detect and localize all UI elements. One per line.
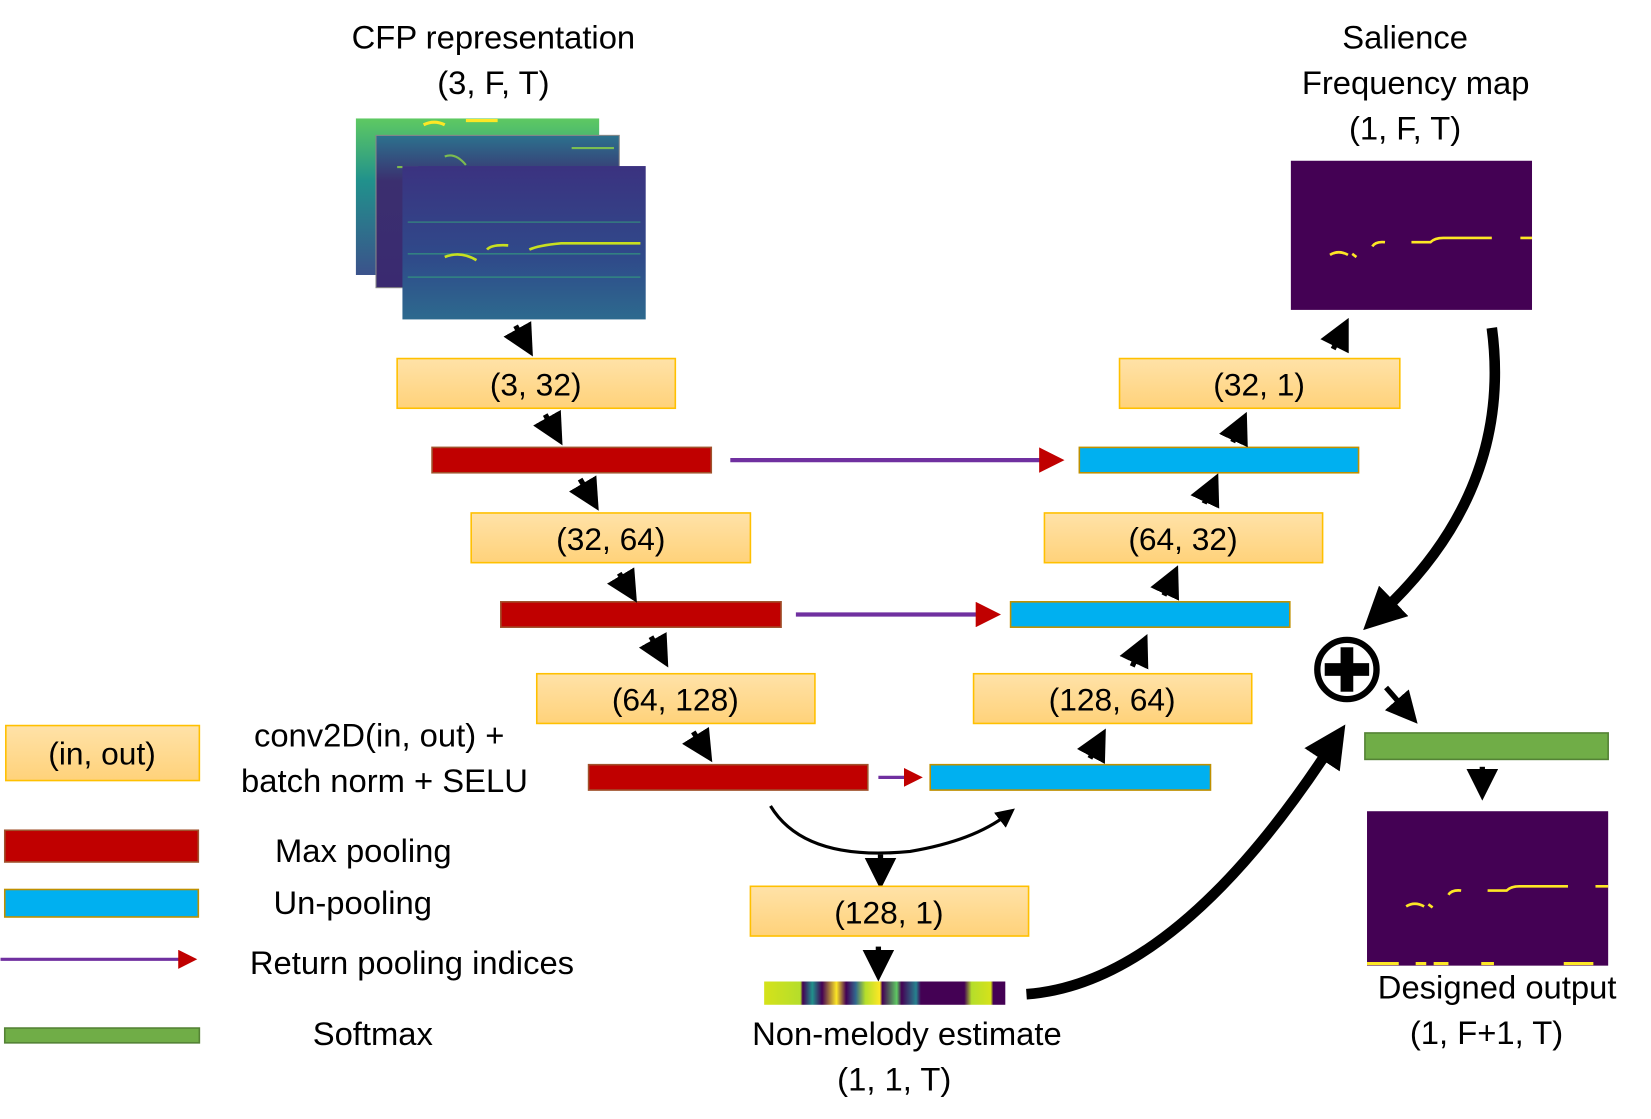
encoder-conv-3-label: (64, 128) (612, 682, 739, 718)
legend-conv-box-label: (in, out) (48, 736, 156, 772)
salience-title-line1: Salience (1342, 19, 1468, 56)
add-icon (1314, 636, 1380, 703)
legend-softmax-label: Softmax (313, 1015, 434, 1052)
decoder-conv-3: (32, 1) (1118, 357, 1401, 410)
encoder-maxpool-3 (587, 763, 869, 791)
legend-maxpool-label: Max pooling (275, 832, 452, 869)
legend-conv-line2: batch norm + SELU (241, 762, 528, 799)
encoder-conv-3: (64, 128) (535, 672, 816, 725)
softmax-layer (1364, 732, 1609, 761)
non-melody-label: Non-melody estimate (752, 1015, 1062, 1052)
encoder-maxpool-2 (500, 601, 782, 628)
designed-output-map (1367, 811, 1609, 966)
output-shape: (1, F+1, T) (1410, 1014, 1563, 1051)
output-label: Designed output (1378, 968, 1617, 1005)
encoder-conv-2: (32, 64) (470, 512, 752, 564)
legend-indices-label: Return pooling indices (250, 944, 574, 981)
decoder-unpool-3 (929, 763, 1212, 791)
decoder-unpool-1 (1078, 446, 1360, 474)
input-title: CFP representation (352, 19, 636, 56)
decoder-conv-1: (128, 64) (972, 672, 1253, 725)
cfp-spectrogram-stack (355, 118, 646, 320)
encoder-maxpool-1 (431, 446, 713, 474)
bottleneck-conv: (128, 1) (749, 885, 1030, 937)
legend: (in, out) conv2D(in, out) + batch norm +… (0, 717, 574, 1052)
non-melody-estimate-bar (764, 981, 1006, 1005)
encoder-conv-1-label: (3, 32) (490, 367, 582, 403)
salience-shape: (1, F, T) (1349, 110, 1461, 147)
flow-arrows (503, 317, 1501, 1000)
encoder-conv-2-label: (32, 64) (556, 521, 665, 557)
decoder-unpool-2 (1009, 601, 1291, 628)
input-shape: (3, F, T) (437, 64, 549, 101)
bottleneck-conv-label: (128, 1) (834, 894, 943, 930)
decoder-conv-1-label: (128, 64) (1049, 682, 1176, 718)
salience-title-line2: Frequency map (1302, 64, 1530, 101)
decoder-conv-2: (64, 32) (1043, 512, 1324, 564)
legend-unpool-label: Un-pooling (273, 884, 431, 921)
pooling-indices-arrows (730, 447, 1065, 787)
non-melody-shape: (1, 1, T) (837, 1060, 951, 1097)
decoder-conv-3-label: (32, 1) (1213, 367, 1305, 403)
salience-map (1290, 160, 1533, 310)
encoder-conv-1: (3, 32) (396, 357, 677, 410)
decoder-conv-2-label: (64, 32) (1128, 521, 1237, 557)
legend-conv-line1: conv2D(in, out) + (254, 717, 504, 754)
